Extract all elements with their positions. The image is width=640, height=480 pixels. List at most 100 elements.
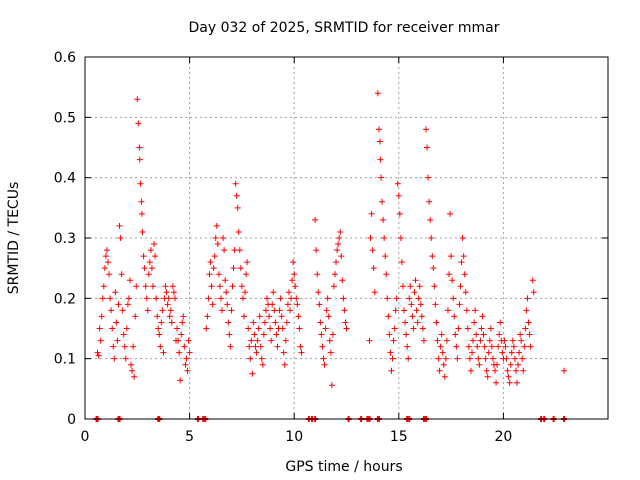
data-point	[506, 379, 513, 386]
data-point	[183, 355, 190, 362]
data-point	[339, 277, 346, 284]
data-point	[313, 247, 320, 254]
data-point	[401, 307, 408, 314]
data-point	[389, 355, 396, 362]
data-point	[165, 295, 172, 302]
data-point	[519, 355, 526, 362]
data-point	[128, 361, 135, 368]
data-point	[315, 289, 322, 296]
data-point	[110, 343, 117, 350]
data-point	[140, 253, 147, 260]
data-point	[479, 313, 486, 320]
data-point	[323, 307, 330, 314]
data-point	[287, 307, 294, 314]
data-point	[260, 331, 267, 338]
data-point	[106, 271, 113, 278]
data-point	[259, 361, 266, 368]
data-point	[168, 319, 175, 326]
data-point	[428, 235, 435, 241]
data-point	[144, 307, 151, 314]
data-point	[167, 307, 174, 314]
data-point	[222, 277, 229, 284]
data-point	[130, 343, 137, 350]
data-point	[243, 271, 250, 278]
data-point	[395, 192, 402, 199]
data-point	[186, 349, 193, 356]
data-point	[210, 265, 217, 272]
data-point	[277, 295, 284, 302]
data-point	[502, 343, 509, 350]
data-point	[257, 343, 264, 350]
data-point	[295, 313, 302, 320]
data-point	[319, 343, 326, 350]
data-point	[333, 259, 340, 266]
data-point	[136, 156, 143, 163]
data-point	[108, 307, 115, 314]
data-point	[375, 126, 382, 133]
data-point	[473, 331, 480, 338]
data-point	[274, 343, 281, 350]
data-point	[396, 210, 403, 217]
data-point	[388, 367, 395, 374]
data-point	[448, 253, 455, 260]
data-point	[136, 144, 143, 151]
data-point	[329, 331, 336, 338]
data-point	[205, 295, 212, 302]
data-point	[478, 325, 485, 332]
data-point	[495, 343, 502, 350]
data-point	[280, 349, 287, 356]
data-point	[174, 325, 181, 332]
data-point	[381, 235, 388, 241]
data-point	[137, 180, 144, 187]
data-point	[417, 301, 424, 308]
data-point	[225, 319, 232, 326]
data-point	[237, 265, 244, 272]
data-point	[132, 313, 139, 320]
data-point	[382, 253, 389, 260]
data-point	[460, 253, 467, 260]
data-point	[107, 295, 114, 302]
data-point	[527, 343, 534, 350]
data-point	[436, 367, 443, 374]
data-point	[406, 295, 413, 302]
data-point	[232, 180, 239, 187]
data-point	[422, 126, 429, 133]
data-point	[101, 265, 108, 272]
data-point	[184, 367, 191, 374]
data-point	[409, 313, 416, 320]
y-tick-label: 0.2	[54, 291, 76, 307]
data-point	[402, 319, 409, 326]
data-point	[494, 361, 501, 368]
data-point	[143, 295, 150, 302]
data-point	[204, 313, 211, 320]
data-point	[467, 367, 474, 374]
data-point	[154, 313, 161, 320]
data-point	[483, 367, 490, 374]
data-point	[283, 319, 290, 326]
data-point	[148, 265, 155, 272]
data-point	[240, 313, 247, 320]
data-point	[526, 331, 533, 338]
data-point	[429, 253, 436, 260]
data-point	[233, 192, 240, 199]
data-point	[221, 247, 228, 254]
data-point	[433, 319, 440, 326]
data-point	[289, 277, 296, 284]
data-point	[424, 144, 431, 151]
data-point	[292, 283, 299, 290]
data-point	[441, 373, 448, 380]
data-point	[228, 307, 235, 314]
data-point	[393, 295, 400, 302]
data-point	[471, 319, 478, 326]
data-point	[530, 289, 537, 296]
data-point	[162, 283, 169, 290]
data-point	[419, 325, 426, 332]
data-point	[133, 283, 140, 290]
data-point	[320, 355, 327, 362]
data-point	[176, 349, 183, 356]
data-point	[418, 313, 425, 320]
data-point	[451, 313, 458, 320]
data-point	[368, 210, 375, 217]
data-point	[123, 325, 130, 332]
data-point	[97, 337, 104, 344]
